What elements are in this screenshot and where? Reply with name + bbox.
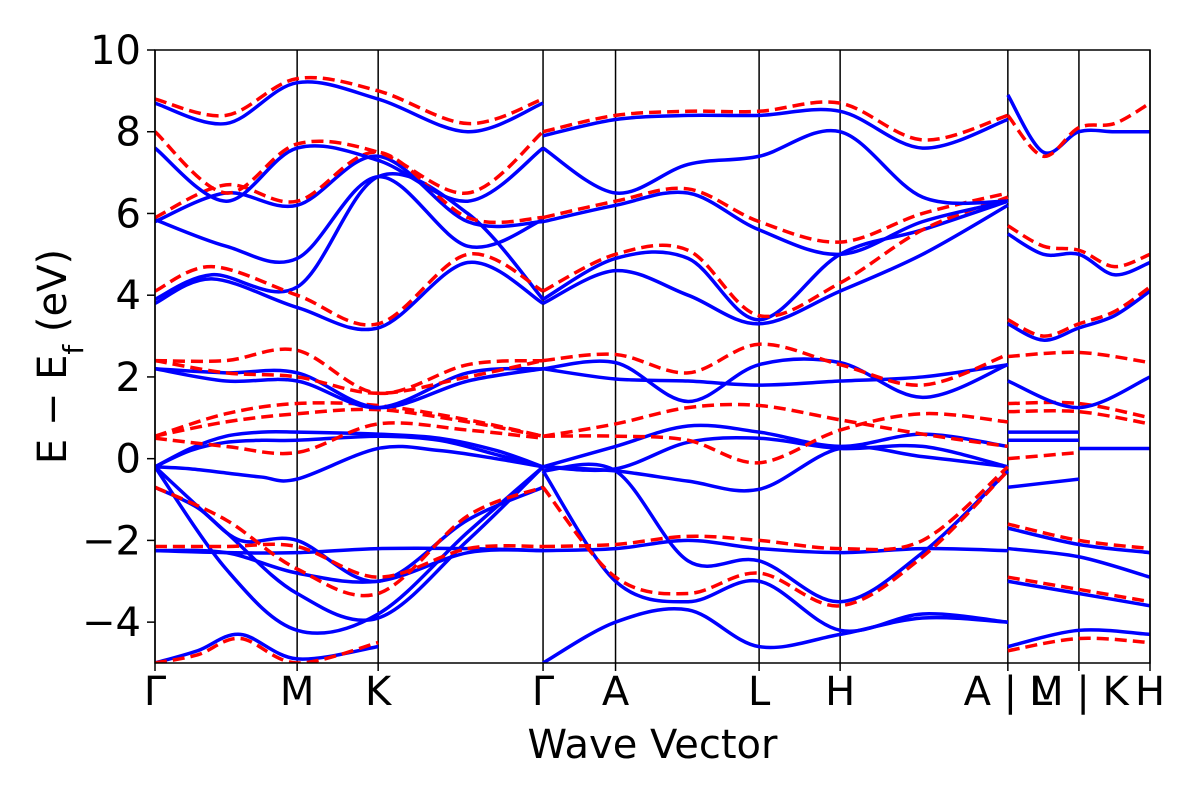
band-line-dashed: [155, 421, 544, 456]
x-tick-label: L: [748, 669, 771, 715]
band-line-dashed: [1007, 450, 1080, 461]
y-tick-label: 10: [90, 28, 141, 74]
y-tick-label: −4: [82, 600, 141, 646]
band-line-dashed: [1007, 400, 1150, 420]
y-axis-ticks: −4 −2 0 2 4 6 8 10: [82, 28, 155, 646]
x-tick-label: H: [1135, 669, 1165, 715]
band-line-solid: [542, 203, 1009, 326]
band-line-dashed: [155, 542, 544, 579]
band-line-dashed: [155, 347, 544, 396]
band-line-dashed: [1006, 224, 1150, 269]
y-axis-title-unit: (eV): [30, 249, 76, 345]
band-line-dashed: [155, 130, 545, 195]
band-line-solid: [542, 362, 1009, 387]
x-tick-label: Γ: [532, 669, 555, 715]
band-line-solid: [155, 444, 544, 483]
band-line-solid: [541, 469, 1009, 633]
x-tick-label: M | K: [1029, 669, 1130, 715]
band-lines: [155, 75, 1150, 663]
band-line-solid: [155, 80, 544, 134]
band-line-dashed: [1006, 101, 1150, 159]
band-line-solid: [543, 538, 1008, 555]
y-tick-label: 0: [116, 437, 141, 483]
band-line-solid: [542, 462, 1010, 604]
band-line-solid: [1007, 477, 1080, 490]
band-line-solid: [155, 366, 544, 410]
band-line-dashed: [1007, 409, 1150, 426]
band-line-solid: [1007, 289, 1150, 342]
band-line-dashed: [1007, 285, 1150, 338]
band-line-solid: [155, 465, 545, 635]
band-line-solid: [155, 260, 544, 332]
y-axis-title-subscript: f: [57, 344, 90, 355]
band-line-solid: [1007, 579, 1150, 608]
band-line-solid: [155, 465, 545, 623]
y-tick-label: −2: [82, 518, 141, 564]
band-line-dashed: [1007, 575, 1150, 604]
band-line-solid: [155, 367, 544, 410]
band-line-dashed: [542, 186, 1009, 244]
band-line-dashed: [542, 402, 1009, 449]
band-line-dashed: [155, 401, 544, 438]
band-line-solid: [1007, 546, 1150, 579]
band-line-dashed: [542, 195, 1009, 319]
band-line-solid: [155, 174, 544, 265]
band-line-dashed: [155, 252, 544, 327]
y-tick-label: 4: [116, 273, 141, 319]
band-line-dashed: [1007, 522, 1150, 551]
y-axis-title: E − Ef (eV): [30, 249, 90, 464]
x-tick-label: Γ: [144, 669, 167, 715]
band-line-solid: [155, 144, 545, 203]
band-line-dashed: [542, 342, 1009, 387]
y-tick-label: 2: [116, 355, 141, 401]
band-line-solid: [1006, 232, 1150, 277]
band-line-solid: [542, 107, 1009, 150]
band-line-dashed: [542, 100, 1009, 142]
band-line-dashed: [1007, 636, 1150, 653]
x-tick-label: K: [365, 669, 393, 715]
x-tick-label: A: [602, 669, 630, 715]
y-tick-label: 8: [116, 110, 141, 156]
plot-frame: [154, 49, 1151, 664]
band-line-dashed: [155, 636, 379, 663]
band-line-solid: [1007, 628, 1150, 649]
band-line-solid: [1007, 526, 1150, 555]
band-line-solid: [542, 128, 1008, 206]
band-line-dashed: [543, 411, 1009, 465]
x-tick-label: A | L: [964, 669, 1053, 715]
y-tick-label: 6: [116, 191, 141, 237]
band-line-solid: [1006, 94, 1150, 155]
band-line-dashed: [155, 150, 544, 225]
band-line-dashed: [541, 469, 1010, 608]
band-line-dashed: [155, 485, 544, 598]
band-line-solid: [542, 357, 1009, 404]
band-line-dashed: [543, 465, 1010, 552]
band-line-solid: [542, 435, 1009, 473]
band-line-dashed: [155, 407, 544, 438]
band-line-solid: [542, 190, 1009, 257]
band-line-solid: [155, 485, 544, 584]
band-line-solid: [542, 607, 1008, 663]
band-line-solid: [155, 632, 379, 663]
x-axis-title: Wave Vector: [528, 722, 779, 768]
band-line-solid: [155, 154, 544, 229]
band-line-solid: [155, 434, 544, 469]
y-axis-title-main: E − E: [30, 355, 76, 465]
x-tick-label: H: [825, 669, 855, 715]
band-line-solid: [1007, 375, 1150, 410]
x-tick-label: M: [280, 669, 315, 715]
band-line-dashed: [1007, 350, 1150, 365]
band-line-dashed: [155, 75, 544, 126]
band-line-dashed: [155, 358, 544, 396]
